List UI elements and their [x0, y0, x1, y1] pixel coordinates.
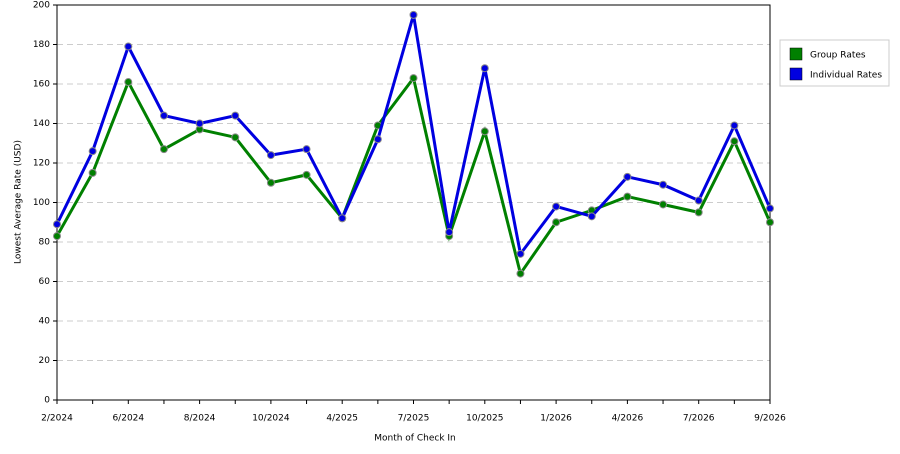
data-point — [124, 78, 133, 87]
x-tick-label: 4/2026 — [612, 414, 644, 424]
data-point — [266, 178, 275, 187]
y-tick-label: 140 — [33, 119, 50, 129]
series-line — [55, 74, 772, 278]
legend-swatch — [789, 47, 803, 61]
y-tick-label: 160 — [33, 80, 50, 90]
x-tick-label: 8/2024 — [184, 414, 216, 424]
x-tick-label: 7/2025 — [398, 414, 430, 424]
data-point — [53, 220, 61, 229]
y-tick-label: 60 — [39, 277, 51, 287]
data-point — [338, 214, 347, 223]
x-tick-label: 6/2024 — [112, 414, 144, 424]
x-tick-label: 10/2025 — [466, 414, 503, 424]
data-point — [88, 168, 97, 177]
data-point — [195, 119, 204, 128]
x-tick-label: 2/2024 — [41, 414, 73, 424]
y-tick-label: 80 — [39, 238, 51, 248]
data-point — [53, 232, 61, 241]
y-axis-label: Lowest Average Rate (USD) — [14, 140, 24, 264]
data-point — [694, 196, 703, 205]
y-tick-label: 180 — [33, 40, 50, 50]
y-tick-label: 20 — [39, 356, 51, 366]
x-tick-label: 7/2026 — [683, 414, 715, 424]
legend-label: Group Rates — [810, 51, 866, 61]
data-point — [766, 204, 774, 213]
data-point — [587, 212, 596, 221]
data-point — [516, 269, 525, 278]
data-point — [480, 127, 489, 136]
y-tick-label: 0 — [44, 396, 50, 406]
data-point — [766, 218, 774, 227]
data-point — [159, 145, 168, 154]
data-point — [231, 133, 240, 142]
data-point — [124, 42, 133, 51]
data-point — [266, 151, 275, 160]
data-point — [730, 137, 739, 146]
data-point — [373, 135, 382, 144]
y-tick-label: 100 — [33, 198, 50, 208]
data-point — [445, 228, 454, 237]
data-point — [159, 111, 168, 120]
data-point — [409, 10, 418, 19]
data-point — [623, 172, 632, 181]
data-point — [409, 74, 418, 83]
x-tick-label: 9/2026 — [754, 414, 786, 424]
x-tick-label: 4/2025 — [326, 414, 358, 424]
data-point — [302, 170, 311, 179]
data-point — [88, 147, 97, 156]
data-point — [302, 145, 311, 154]
data-point — [552, 218, 561, 227]
data-point — [552, 202, 561, 211]
data-point — [516, 249, 525, 258]
data-point — [659, 200, 668, 209]
legend-swatch — [789, 67, 803, 81]
legend-label: Individual Rates — [810, 71, 882, 81]
data-point — [730, 121, 739, 130]
x-tick-label: 10/2024 — [252, 414, 290, 424]
y-tick-label: 120 — [33, 159, 50, 169]
x-axis-label: Month of Check In — [374, 434, 456, 444]
data-point — [694, 208, 703, 217]
series-line — [55, 14, 772, 258]
data-point — [623, 192, 632, 201]
y-tick-label: 200 — [33, 1, 50, 11]
y-tick-label: 40 — [39, 317, 51, 327]
data-point — [231, 111, 240, 120]
x-tick-label: 1/2026 — [540, 414, 572, 424]
data-point — [480, 64, 489, 73]
data-point — [659, 180, 668, 189]
